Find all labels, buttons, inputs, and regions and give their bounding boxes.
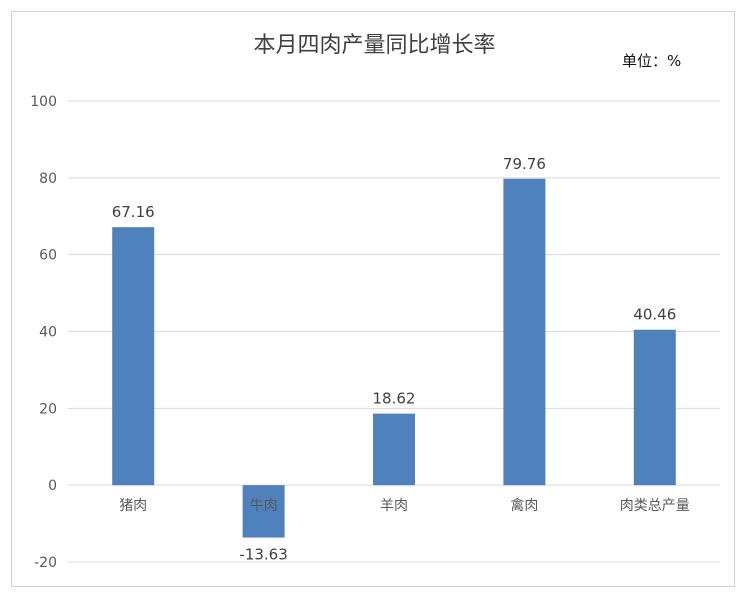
unit-label: 单位：% bbox=[622, 52, 682, 70]
bar bbox=[242, 485, 285, 538]
bars bbox=[112, 178, 676, 538]
bar bbox=[633, 329, 676, 486]
y-tick-label: 60 bbox=[39, 248, 57, 264]
data-label: -13.63 bbox=[239, 546, 287, 564]
y-tick-label: 20 bbox=[39, 401, 57, 417]
data-label: 18.62 bbox=[373, 390, 416, 408]
y-tick-label: 100 bbox=[30, 94, 57, 110]
y-tick-label: 40 bbox=[39, 325, 57, 341]
data-label: 79.76 bbox=[503, 155, 546, 173]
x-category-label: 禽肉 bbox=[510, 497, 538, 514]
chart-title: 本月四肉产量同比增长率 bbox=[253, 33, 496, 58]
data-label: 67.16 bbox=[112, 203, 155, 221]
data-labels: 67.16 -13.63 18.62 79.76 40.46 bbox=[112, 155, 677, 564]
y-tick-label: 0 bbox=[48, 478, 57, 494]
y-axis-ticks: 100 80 60 40 20 0 -20 bbox=[30, 94, 57, 571]
bar bbox=[503, 178, 546, 486]
gridlines bbox=[68, 100, 720, 563]
y-tick-label: -20 bbox=[34, 555, 57, 571]
x-category-label: 肉类总产量 bbox=[620, 498, 690, 514]
bar bbox=[373, 413, 415, 486]
x-category-label: 牛肉 bbox=[250, 498, 278, 514]
chart-frame bbox=[11, 11, 735, 587]
data-label: 40.46 bbox=[633, 306, 676, 324]
bar bbox=[112, 227, 155, 486]
x-category-label: 猪肉 bbox=[119, 498, 147, 514]
y-tick-label: 80 bbox=[39, 171, 57, 187]
x-axis-categories: 猪肉 牛肉 羊肉 禽肉 肉类总产量 bbox=[119, 497, 690, 514]
x-category-label: 羊肉 bbox=[380, 498, 408, 514]
